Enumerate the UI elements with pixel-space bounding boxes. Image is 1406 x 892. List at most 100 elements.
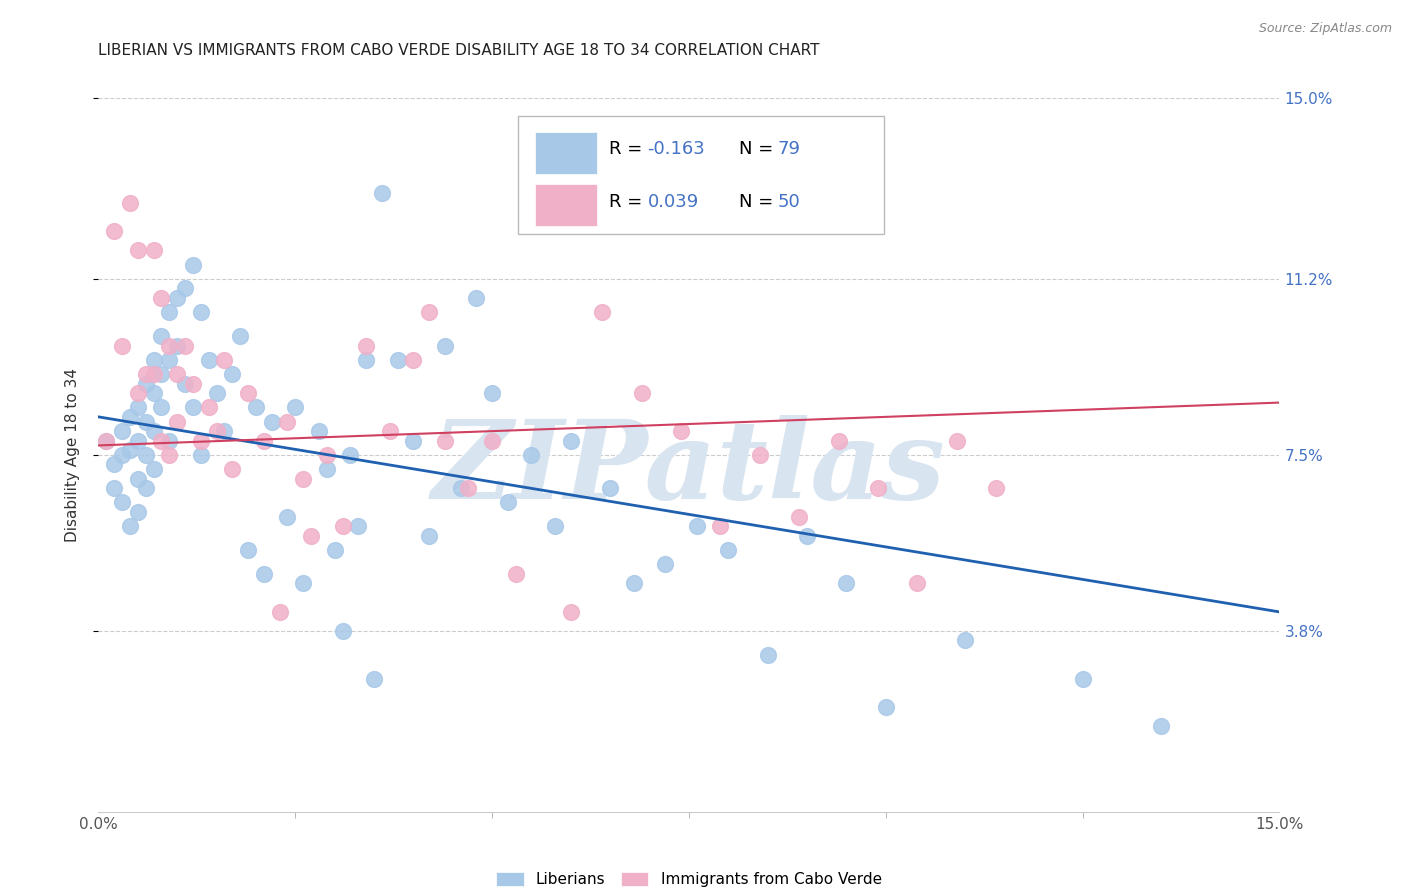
Point (157, 434, 180, 448)
Point (433, 338, 456, 352)
Point (866, 481, 889, 495)
Point (560, 434, 582, 448)
Point (363, 672, 385, 686)
Point (496, 495, 519, 509)
Point (402, 352, 425, 367)
Point (560, 605, 582, 619)
Point (787, 509, 810, 524)
Point (953, 633, 976, 648)
Point (118, 519, 141, 533)
Point (905, 576, 928, 591)
Point (118, 195, 141, 210)
Point (284, 401, 307, 415)
Point (253, 434, 276, 448)
Point (520, 448, 543, 462)
Point (292, 472, 315, 486)
Text: N =: N = (738, 193, 779, 211)
Point (190, 434, 212, 448)
Point (135, 376, 157, 391)
Point (214, 424, 236, 438)
Point (166, 338, 188, 352)
Point (142, 424, 165, 438)
Point (276, 415, 298, 429)
Text: 79: 79 (778, 141, 800, 159)
Point (654, 558, 676, 572)
Point (103, 458, 125, 472)
Point (709, 519, 731, 533)
Point (339, 448, 361, 462)
Point (276, 509, 298, 524)
Point (150, 434, 173, 448)
Point (127, 472, 149, 486)
Point (481, 386, 503, 401)
Point (174, 376, 197, 391)
Point (205, 424, 228, 438)
Point (229, 329, 252, 343)
Point (127, 386, 149, 401)
FancyBboxPatch shape (536, 132, 596, 174)
Point (166, 367, 188, 381)
Point (402, 434, 425, 448)
Point (371, 186, 394, 201)
Point (118, 443, 141, 458)
Point (354, 338, 377, 352)
Point (181, 376, 204, 391)
Point (150, 291, 173, 305)
Point (135, 481, 157, 495)
Text: 0.039: 0.039 (648, 193, 699, 211)
Legend: Liberians, Immigrants from Cabo Verde: Liberians, Immigrants from Cabo Verde (491, 866, 887, 892)
Point (875, 700, 897, 714)
Point (347, 519, 370, 533)
Point (166, 415, 188, 429)
Point (686, 519, 709, 533)
Point (174, 338, 197, 352)
Point (118, 409, 141, 424)
Text: R =: R = (609, 141, 648, 159)
Point (756, 648, 779, 662)
Point (332, 519, 354, 533)
Point (748, 448, 770, 462)
Y-axis label: Disability Age 18 to 34: Disability Age 18 to 34 (65, 368, 80, 542)
Point (127, 434, 149, 448)
Point (418, 529, 440, 543)
Point (142, 367, 165, 381)
Point (127, 505, 149, 519)
FancyBboxPatch shape (536, 184, 596, 227)
Point (221, 367, 243, 381)
Point (214, 352, 236, 367)
Point (166, 291, 188, 305)
Point (197, 401, 219, 415)
Point (1150, 719, 1173, 733)
Text: ZIPatlas: ZIPatlas (432, 416, 946, 523)
Point (260, 415, 283, 429)
Point (599, 481, 621, 495)
Point (457, 481, 479, 495)
Point (111, 448, 134, 462)
Point (127, 401, 149, 415)
Point (127, 244, 149, 258)
Point (103, 481, 125, 495)
Point (308, 424, 330, 438)
Point (135, 415, 157, 429)
Point (150, 329, 173, 343)
Point (669, 424, 692, 438)
Point (245, 401, 267, 415)
Point (111, 495, 134, 509)
Point (190, 448, 212, 462)
Point (157, 305, 180, 319)
Point (269, 605, 291, 619)
Point (481, 434, 503, 448)
Point (197, 352, 219, 367)
Point (135, 448, 157, 462)
Point (354, 352, 377, 367)
Point (1071, 672, 1094, 686)
Point (827, 434, 849, 448)
Point (142, 244, 165, 258)
Point (984, 481, 1007, 495)
Point (315, 462, 337, 476)
Point (142, 352, 165, 367)
Point (96, 434, 118, 448)
FancyBboxPatch shape (517, 116, 884, 234)
Point (835, 576, 858, 591)
Point (332, 624, 354, 638)
